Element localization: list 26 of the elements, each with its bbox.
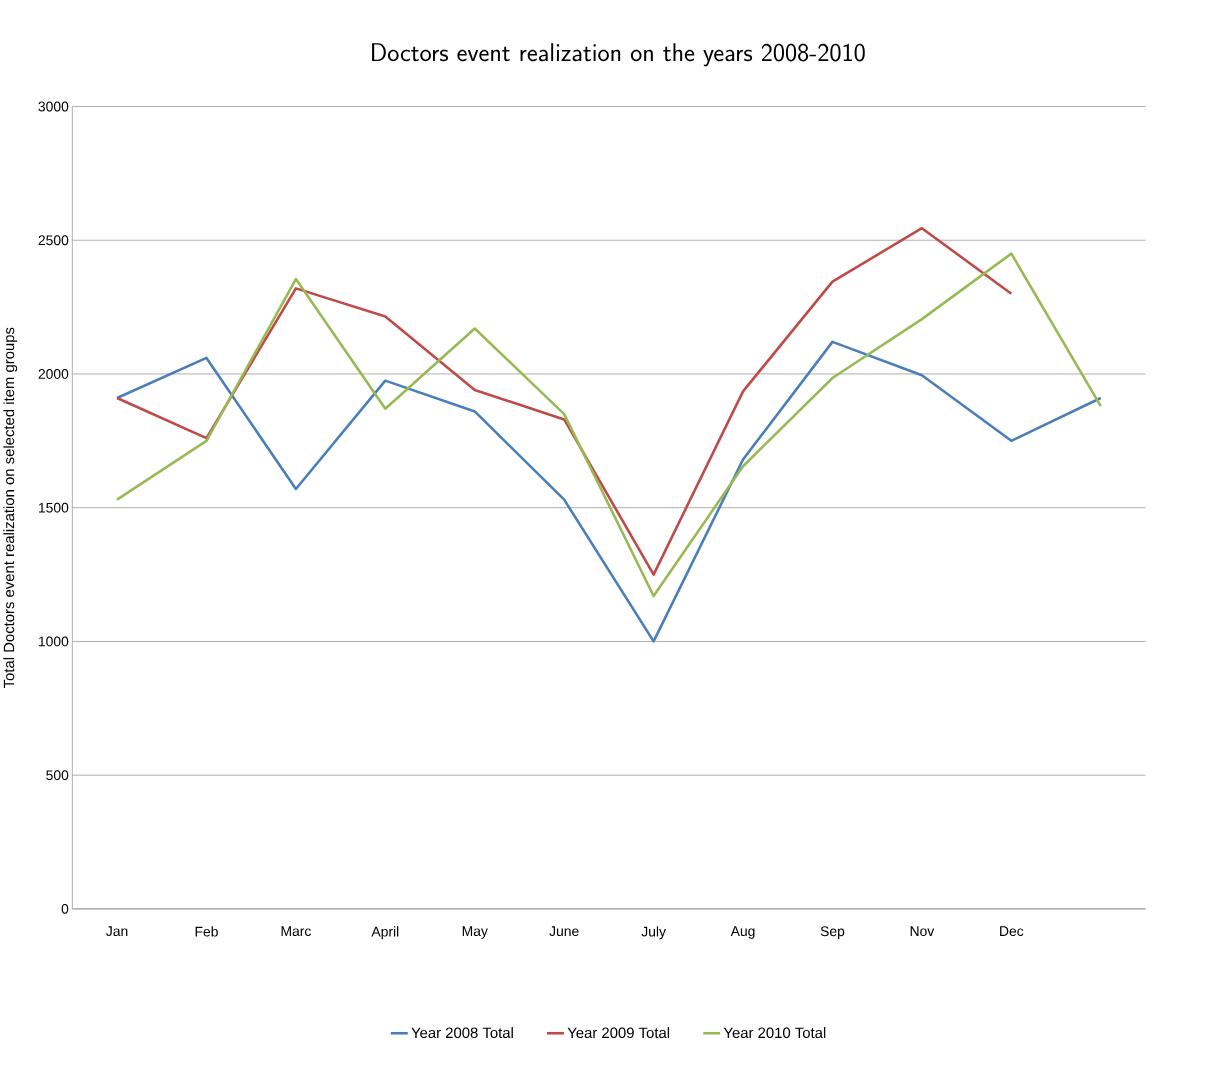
y-tick-label: 3000	[38, 101, 69, 112]
y-axis-title: Total Doctors event realization on selected item groups	[3, 327, 18, 689]
x-tick-label: April	[371, 926, 399, 940]
y-tick-label: 2000	[38, 369, 69, 379]
x-tick-label: May	[462, 926, 488, 939]
x-tick-label: June	[549, 926, 579, 936]
legend-label: Year 2008 Total	[411, 1027, 513, 1039]
x-tick-label: July	[641, 926, 666, 940]
line-series	[115, 252, 1103, 598]
x-tick-label: Jan	[106, 926, 128, 936]
y-tick-label: 500	[46, 770, 69, 781]
y-tick-label: 2500	[38, 235, 69, 246]
x-tick-label: Marc	[281, 926, 311, 936]
x-tick-label: Dec	[1000, 926, 1024, 936]
y-tick-label: 0	[61, 903, 69, 914]
y-tick-label: 1000	[38, 636, 69, 647]
line-series	[115, 226, 1013, 576]
chart-title: Doctors event realization on the years 2008-2010	[372, 43, 865, 67]
x-tick-label: Sep	[820, 926, 845, 939]
y-tick-label: 1500	[38, 502, 69, 513]
legend-label: Year 2009 Total	[567, 1027, 670, 1039]
legend-label: Year 2010 Total	[723, 1027, 826, 1039]
x-tick-label: Aug	[730, 926, 755, 939]
x-tick-label: Feb	[195, 926, 218, 937]
line-series	[115, 340, 1103, 643]
x-tick-label: Nov	[910, 926, 935, 936]
